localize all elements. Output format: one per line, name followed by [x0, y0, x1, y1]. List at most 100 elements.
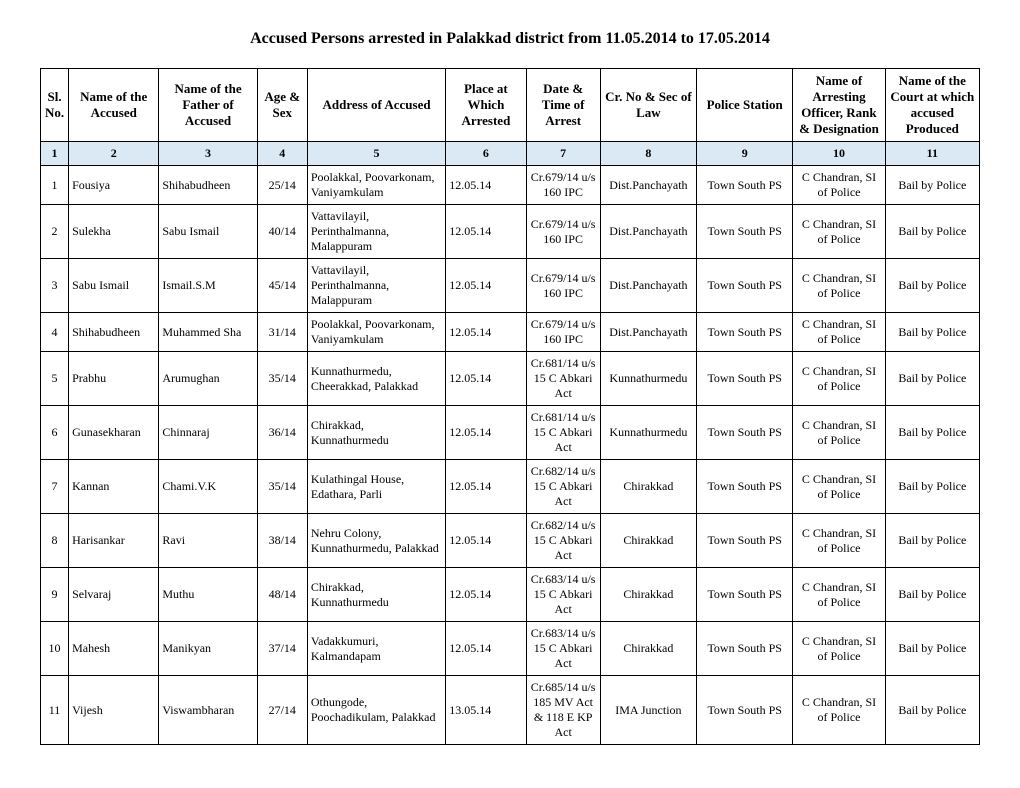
cell-age: 35/14: [257, 460, 307, 514]
cell-place: Dist.Panchayath: [600, 313, 696, 352]
cell-station: Town South PS: [697, 352, 793, 406]
header-date-time: Date & Time of Arrest: [526, 69, 600, 142]
cell-place: Chirakkad: [600, 568, 696, 622]
cell-sl: 6: [41, 406, 69, 460]
table-row: 5PrabhuArumughan35/14Kunnathurmedu, Chee…: [41, 352, 980, 406]
cell-station: Town South PS: [697, 622, 793, 676]
cell-place: Kunnathurmedu: [600, 406, 696, 460]
cell-date: 12.05.14: [446, 205, 526, 259]
cell-name: Shihabudheen: [69, 313, 159, 352]
cell-station: Town South PS: [697, 166, 793, 205]
cell-station: Town South PS: [697, 259, 793, 313]
page-title: Accused Persons arrested in Palakkad dis…: [40, 30, 980, 48]
cell-court: Bail by Police: [885, 406, 979, 460]
cell-station: Town South PS: [697, 568, 793, 622]
cell-name: Harisankar: [69, 514, 159, 568]
header-father-name: Name of the Father of Accused: [159, 69, 257, 142]
cell-station: Town South PS: [697, 205, 793, 259]
cell-age: 31/14: [257, 313, 307, 352]
num-4: 4: [257, 142, 307, 166]
cell-officer: C Chandran, SI of Police: [793, 313, 885, 352]
cell-age: 37/14: [257, 622, 307, 676]
cell-sl: 3: [41, 259, 69, 313]
cell-place: Chirakkad: [600, 460, 696, 514]
cell-place: Chirakkad: [600, 514, 696, 568]
cell-address: Poolakkal, Poovarkonam, Vaniyamkulam: [307, 166, 445, 205]
cell-place: Dist.Panchayath: [600, 259, 696, 313]
cell-name: Kannan: [69, 460, 159, 514]
cell-date: 12.05.14: [446, 166, 526, 205]
num-5: 5: [307, 142, 445, 166]
table-row: 10MaheshManikyan37/14Vadakkumuri, Kalman…: [41, 622, 980, 676]
cell-sl: 7: [41, 460, 69, 514]
cell-father: Shihabudheen: [159, 166, 257, 205]
cell-father: Muthu: [159, 568, 257, 622]
cell-court: Bail by Police: [885, 568, 979, 622]
cell-father: Chinnaraj: [159, 406, 257, 460]
cell-date: 13.05.14: [446, 676, 526, 745]
cell-officer: C Chandran, SI of Police: [793, 568, 885, 622]
cell-date: 12.05.14: [446, 313, 526, 352]
header-sl-no: Sl. No.: [41, 69, 69, 142]
header-court: Name of the Court at which accused Produ…: [885, 69, 979, 142]
cell-officer: C Chandran, SI of Police: [793, 622, 885, 676]
cell-court: Bail by Police: [885, 313, 979, 352]
cell-sl: 4: [41, 313, 69, 352]
cell-law: Cr.683/14 u/s 15 C Abkari Act: [526, 622, 600, 676]
cell-father: Arumughan: [159, 352, 257, 406]
cell-place: IMA Junction: [600, 676, 696, 745]
cell-law: Cr.679/14 u/s 160 IPC: [526, 259, 600, 313]
cell-station: Town South PS: [697, 676, 793, 745]
cell-officer: C Chandran, SI of Police: [793, 406, 885, 460]
cell-officer: C Chandran, SI of Police: [793, 166, 885, 205]
cell-court: Bail by Police: [885, 259, 979, 313]
cell-date: 12.05.14: [446, 406, 526, 460]
table-row: 9SelvarajMuthu48/14Chirakkad, Kunnathurm…: [41, 568, 980, 622]
cell-sl: 8: [41, 514, 69, 568]
cell-date: 12.05.14: [446, 259, 526, 313]
cell-father: Viswambharan: [159, 676, 257, 745]
cell-age: 35/14: [257, 352, 307, 406]
cell-father: Sabu Ismail: [159, 205, 257, 259]
cell-age: 25/14: [257, 166, 307, 205]
table-row: 7KannanChami.V.K35/14Kulathingal House, …: [41, 460, 980, 514]
cell-court: Bail by Police: [885, 514, 979, 568]
cell-court: Bail by Police: [885, 166, 979, 205]
cell-officer: C Chandran, SI of Police: [793, 259, 885, 313]
cell-date: 12.05.14: [446, 460, 526, 514]
table-body: 1FousiyaShihabudheen25/14Poolakkal, Poov…: [41, 166, 980, 745]
cell-law: Cr.685/14 u/s 185 MV Act & 118 E KP Act: [526, 676, 600, 745]
num-9: 9: [697, 142, 793, 166]
cell-name: Mahesh: [69, 622, 159, 676]
num-6: 6: [446, 142, 526, 166]
num-2: 2: [69, 142, 159, 166]
cell-address: Vattavilayil, Perinthalmanna, Malappuram: [307, 259, 445, 313]
cell-address: Nehru Colony, Kunnathurmedu, Palakkad: [307, 514, 445, 568]
header-address: Address of Accused: [307, 69, 445, 142]
cell-sl: 1: [41, 166, 69, 205]
header-arresting-officer: Name of Arresting Officer, Rank & Design…: [793, 69, 885, 142]
cell-name: Sabu Ismail: [69, 259, 159, 313]
cell-law: Cr.683/14 u/s 15 C Abkari Act: [526, 568, 600, 622]
cell-officer: C Chandran, SI of Police: [793, 205, 885, 259]
cell-address: Chirakkad, Kunnathurmedu: [307, 568, 445, 622]
cell-address: Kulathingal House, Edathara, Parli: [307, 460, 445, 514]
cell-law: Cr.682/14 u/s 15 C Abkari Act: [526, 514, 600, 568]
header-age-sex: Age & Sex: [257, 69, 307, 142]
cell-officer: C Chandran, SI of Police: [793, 460, 885, 514]
arrest-table: Sl. No. Name of the Accused Name of the …: [40, 68, 980, 745]
cell-address: Chirakkad, Kunnathurmedu: [307, 406, 445, 460]
num-11: 11: [885, 142, 979, 166]
cell-court: Bail by Police: [885, 205, 979, 259]
cell-sl: 10: [41, 622, 69, 676]
cell-address: Othungode, Poochadikulam, Palakkad: [307, 676, 445, 745]
cell-father: Muhammed Sha: [159, 313, 257, 352]
cell-name: Sulekha: [69, 205, 159, 259]
cell-place: Kunnathurmedu: [600, 352, 696, 406]
cell-name: Prabhu: [69, 352, 159, 406]
cell-sl: 5: [41, 352, 69, 406]
cell-date: 12.05.14: [446, 622, 526, 676]
cell-place: Dist.Panchayath: [600, 205, 696, 259]
table-number-row: 1 2 3 4 5 6 7 8 9 10 11: [41, 142, 980, 166]
cell-station: Town South PS: [697, 514, 793, 568]
